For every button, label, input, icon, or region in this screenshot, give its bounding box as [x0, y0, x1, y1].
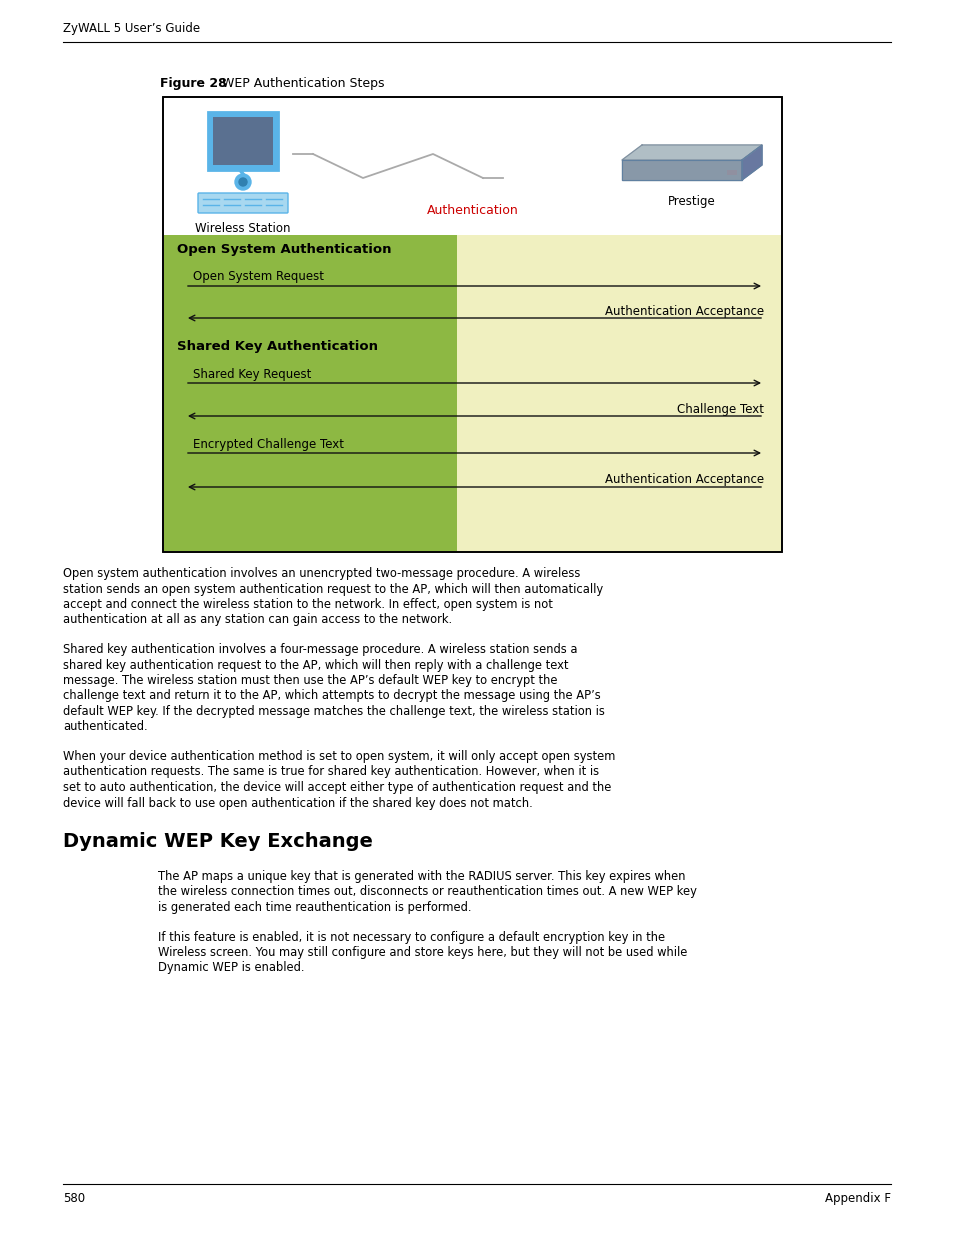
Text: Wireless Station: Wireless Station — [195, 222, 291, 235]
Text: Encrypted Challenge Text: Encrypted Challenge Text — [193, 438, 344, 451]
Text: WEP Authentication Steps: WEP Authentication Steps — [210, 77, 384, 90]
Text: Figure 28: Figure 28 — [160, 77, 227, 90]
Text: authentication at all as any station can gain access to the network.: authentication at all as any station can… — [63, 614, 452, 626]
Text: When your device authentication method is set to open system, it will only accep: When your device authentication method i… — [63, 750, 615, 763]
Bar — [726, 170, 737, 175]
Text: device will fall back to use open authentication if the shared key does not matc: device will fall back to use open authen… — [63, 797, 532, 809]
Text: Shared Key Request: Shared Key Request — [193, 368, 311, 382]
Text: shared key authentication request to the AP, which will then reply with a challe: shared key authentication request to the… — [63, 658, 568, 672]
Polygon shape — [741, 144, 761, 180]
Text: authentication requests. The same is true for shared key authentication. However: authentication requests. The same is tru… — [63, 766, 598, 778]
Text: authenticated.: authenticated. — [63, 720, 148, 734]
Polygon shape — [621, 144, 761, 161]
Text: is generated each time reauthentication is performed.: is generated each time reauthentication … — [158, 902, 471, 914]
Text: the wireless connection times out, disconnects or reauthentication times out. A : the wireless connection times out, disco… — [158, 885, 696, 899]
Text: Dynamic WEP is enabled.: Dynamic WEP is enabled. — [158, 962, 304, 974]
Text: Authentication: Authentication — [426, 204, 517, 217]
Text: Open System Request: Open System Request — [193, 270, 324, 283]
Text: Appendix F: Appendix F — [824, 1192, 890, 1205]
Bar — [213, 117, 273, 165]
Text: ZyWALL 5 User’s Guide: ZyWALL 5 User’s Guide — [63, 22, 200, 35]
Text: Dynamic WEP Key Exchange: Dynamic WEP Key Exchange — [63, 832, 373, 851]
FancyBboxPatch shape — [198, 193, 288, 212]
Text: message. The wireless station must then use the AP’s default WEP key to encrypt : message. The wireless station must then … — [63, 674, 557, 687]
Text: default WEP key. If the decrypted message matches the challenge text, the wirele: default WEP key. If the decrypted messag… — [63, 705, 604, 718]
Text: The AP maps a unique key that is generated with the RADIUS server. This key expi: The AP maps a unique key that is generat… — [158, 869, 685, 883]
Text: challenge text and return it to the AP, which attempts to decrypt the message us: challenge text and return it to the AP, … — [63, 689, 600, 703]
Text: Open System Authentication: Open System Authentication — [177, 243, 391, 256]
Circle shape — [239, 178, 247, 186]
Text: Wireless screen. You may still configure and store keys here, but they will not : Wireless screen. You may still configure… — [158, 946, 687, 960]
Bar — [456, 235, 781, 551]
Text: Authentication Acceptance: Authentication Acceptance — [604, 473, 763, 487]
Text: If this feature is enabled, it is not necessary to configure a default encryptio: If this feature is enabled, it is not ne… — [158, 930, 664, 944]
Text: Challenge Text: Challenge Text — [677, 403, 763, 416]
Text: Open system authentication involves an unencrypted two-message procedure. A wire: Open system authentication involves an u… — [63, 567, 579, 580]
Text: Shared Key Authentication: Shared Key Authentication — [177, 340, 377, 353]
Text: Authentication Acceptance: Authentication Acceptance — [604, 305, 763, 317]
Bar — [163, 98, 781, 552]
Polygon shape — [621, 161, 741, 180]
Bar — [163, 98, 781, 552]
Text: Prestige: Prestige — [667, 195, 715, 207]
Bar — [208, 112, 277, 170]
Text: 580: 580 — [63, 1192, 85, 1205]
Text: set to auto authentication, the device will accept either type of authentication: set to auto authentication, the device w… — [63, 781, 611, 794]
Text: station sends an open system authentication request to the AP, which will then a: station sends an open system authenticat… — [63, 583, 602, 595]
Text: Shared key authentication involves a four-message procedure. A wireless station : Shared key authentication involves a fou… — [63, 643, 577, 656]
Bar — [164, 235, 456, 551]
Circle shape — [234, 174, 251, 190]
Text: accept and connect the wireless station to the network. In effect, open system i: accept and connect the wireless station … — [63, 598, 553, 611]
